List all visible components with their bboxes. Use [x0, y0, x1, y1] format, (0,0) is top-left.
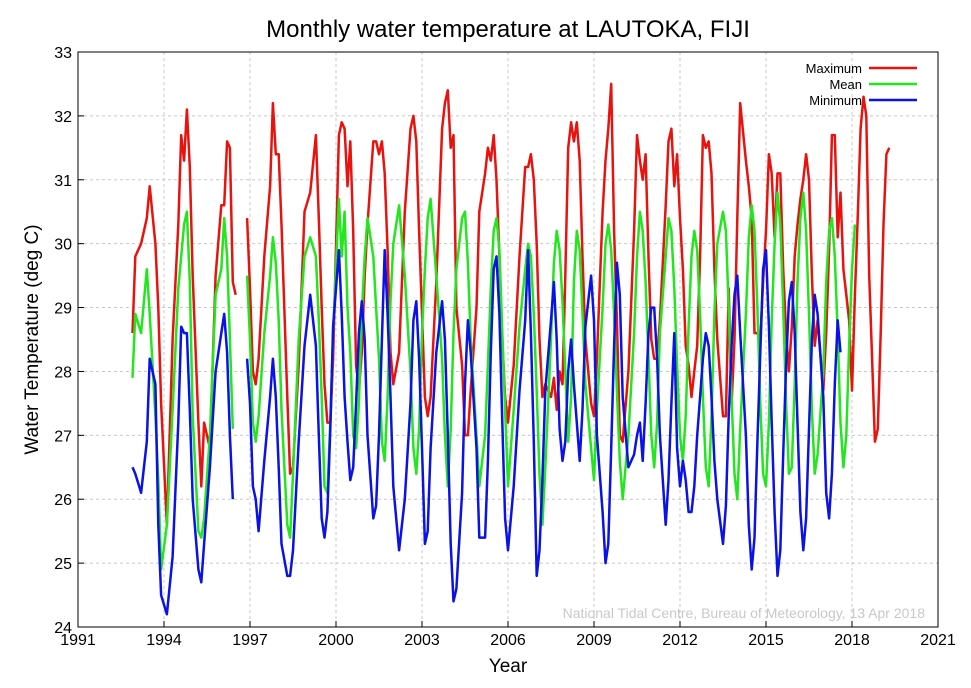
y-axis-label: Water Temperature (deg C): [22, 224, 43, 454]
x-tick-label: 2003: [404, 632, 440, 649]
y-tick-label: 29: [54, 301, 72, 318]
y-tick-label: 27: [54, 428, 72, 445]
x-axis-label: Year: [489, 656, 528, 677]
legend-label-maximum: Maximum: [806, 61, 862, 76]
series-line-minimum: [131, 248, 842, 616]
y-tick-label: 30: [54, 237, 72, 254]
chart-title: Monthly water temperature at LAUTOKA, FI…: [266, 16, 750, 43]
y-tick-label: 31: [54, 173, 72, 190]
y-tick-label: 33: [54, 45, 72, 62]
y-tick-label: 26: [54, 492, 72, 509]
x-tick-label: 2021: [920, 632, 956, 649]
y-tick-label: 24: [54, 620, 72, 637]
x-tick-label: 2012: [662, 632, 698, 649]
x-tick-label: 1997: [232, 632, 268, 649]
axis-ticks: 1991 1994 1997 2000 2003 2006 2009 2012 2015 2018…: [54, 45, 956, 649]
x-tick-label: 2018: [834, 632, 870, 649]
x-tick-label: 2015: [748, 632, 784, 649]
legend-label-mean: Mean: [829, 77, 862, 92]
x-tick-label: 1994: [146, 632, 182, 649]
y-tick-label: 25: [54, 556, 72, 573]
credit-text: National Tidal Centre, Bureau of Meteoro…: [563, 605, 926, 621]
x-tick-label: 2000: [318, 632, 354, 649]
x-tick-label: 2006: [490, 632, 526, 649]
y-tick-label: 32: [54, 109, 72, 126]
y-tick-label: 28: [54, 364, 72, 381]
legend-label-minimum: Minimum: [809, 93, 862, 108]
x-tick-label: 2009: [576, 632, 612, 649]
x-tick-label: 1991: [60, 632, 96, 649]
series-layer: [131, 82, 891, 616]
series-line-mean: [131, 191, 857, 571]
